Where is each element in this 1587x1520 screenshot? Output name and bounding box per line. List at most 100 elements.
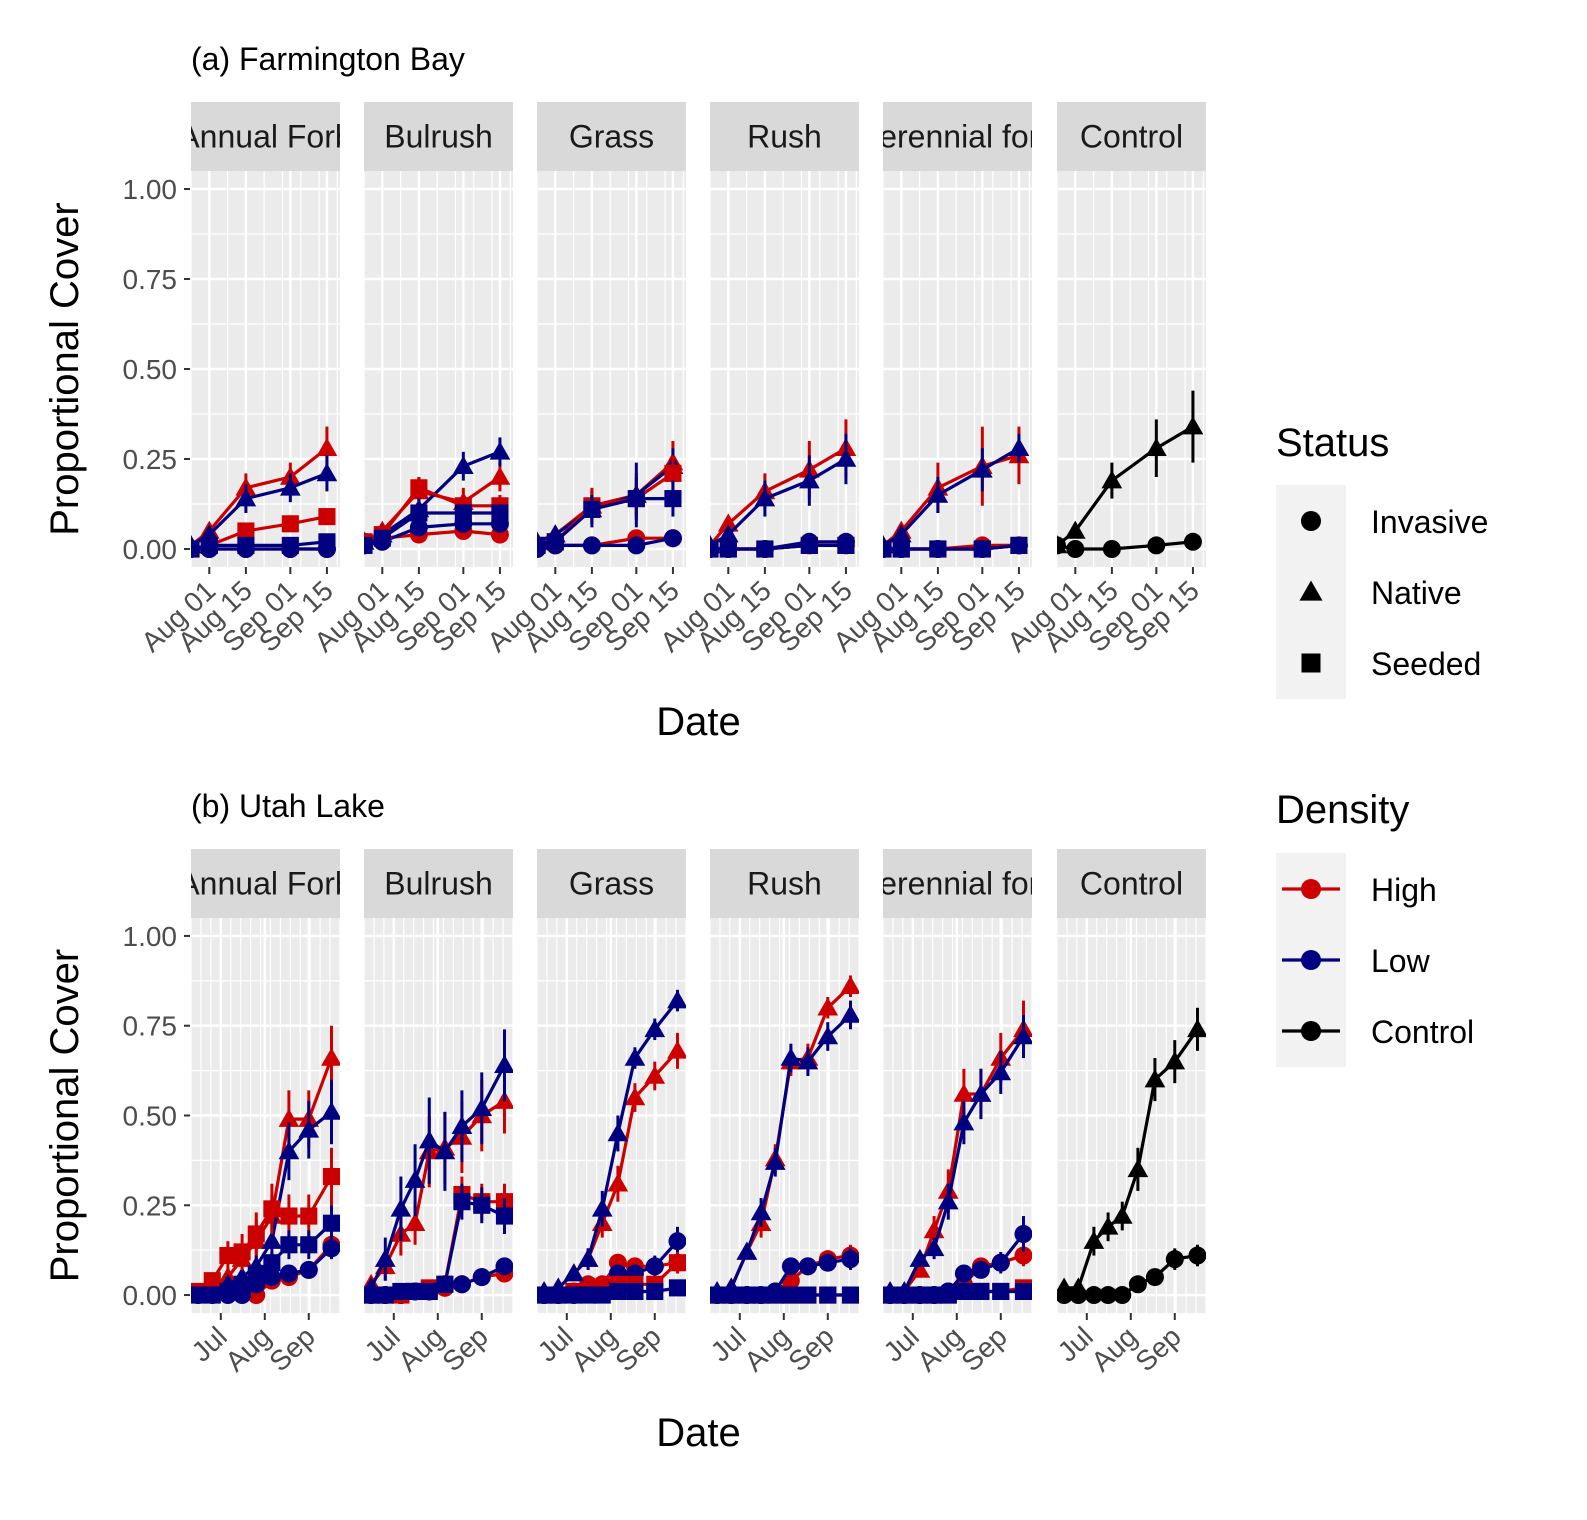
series-seeded-low [191, 533, 336, 558]
data-point [890, 524, 912, 543]
legend-title: Status [1276, 421, 1389, 465]
facet-strip-label: Perennial forb [858, 119, 1057, 155]
data-point [591, 1198, 613, 1217]
data-point [937, 1191, 959, 1210]
series-native-low [883, 433, 1030, 554]
data-point [364, 536, 373, 554]
high-marker-icon [1301, 879, 1321, 899]
data-point [453, 1193, 471, 1211]
data-point [549, 1286, 567, 1304]
data-point [322, 1167, 340, 1186]
data-point [298, 1119, 320, 1138]
data-point [373, 529, 391, 547]
facet-strip-label: Annual Forb [178, 866, 352, 902]
data-point [939, 1286, 957, 1304]
data-point [451, 1115, 473, 1134]
data-point [1099, 1286, 1118, 1305]
data-point [322, 1214, 340, 1232]
data-point [797, 1051, 819, 1070]
data-point [955, 1282, 973, 1301]
data-point [667, 1040, 686, 1059]
panel-data [1057, 390, 1204, 558]
series-seeded-low [710, 1286, 859, 1304]
data-point [892, 540, 910, 558]
data-point [1102, 540, 1121, 558]
low-marker-icon [1301, 950, 1321, 970]
facet-strip [1057, 102, 1206, 171]
data-point [261, 1230, 283, 1249]
y-tick-label: 0.25 [123, 444, 178, 475]
data-point [471, 1098, 493, 1117]
data-point [799, 1286, 817, 1304]
data-point [473, 1196, 491, 1214]
data-point [668, 1232, 686, 1251]
legend-status: Status Invasive Native Seeded [1276, 421, 1488, 699]
series-seeded-low [883, 1282, 1032, 1304]
data-point [1097, 1216, 1119, 1235]
facet-strip [364, 849, 513, 918]
data-point [233, 1243, 251, 1261]
data-point [1113, 1286, 1132, 1305]
data-point [410, 479, 428, 497]
data-point [495, 1257, 513, 1276]
data-point [418, 1130, 440, 1149]
data-point [1127, 1159, 1149, 1178]
data-point [1057, 1277, 1075, 1296]
data-point [766, 1286, 784, 1304]
data-point [280, 477, 301, 496]
data-point [495, 1207, 513, 1225]
data-point [607, 1123, 629, 1142]
data-point [992, 1282, 1010, 1301]
data-point [191, 540, 200, 558]
data-point [717, 513, 739, 532]
data-point [971, 1260, 990, 1279]
data-point [972, 1282, 990, 1301]
data-point [738, 1286, 756, 1304]
series-native-low [710, 433, 857, 554]
data-point [756, 540, 774, 558]
legend-label: Low [1371, 943, 1431, 979]
native-marker-icon [1299, 580, 1323, 601]
data-point [970, 1083, 992, 1102]
data-point [736, 1241, 758, 1260]
data-point [583, 500, 601, 518]
facet-strip [191, 849, 340, 918]
data-point [645, 1257, 664, 1276]
data-point [798, 1257, 817, 1276]
series-seeded-high [191, 1147, 340, 1301]
data-point [644, 1019, 666, 1038]
panel-data [710, 419, 857, 558]
data-point [1057, 535, 1068, 554]
data-point [219, 1246, 237, 1265]
series-seeded-low [364, 1183, 513, 1304]
data-point [627, 490, 645, 508]
data-point [750, 1202, 772, 1221]
data-point [710, 540, 719, 558]
facet-strip [537, 849, 686, 918]
data-point [321, 1047, 340, 1066]
facet-strip-label: Grass [569, 866, 654, 902]
facet-strip-label: Perennial forb [858, 866, 1057, 902]
data-point [316, 437, 338, 456]
chart-b: (b) Utah Lake Proportional Cover 0.00 0.25 0… [43, 788, 1207, 1455]
data-point [546, 533, 564, 551]
series-native-low [537, 989, 686, 1300]
series-seeded-low [537, 1279, 686, 1304]
data-point [1188, 1246, 1206, 1265]
data-point [1164, 1051, 1186, 1070]
data-point [565, 1286, 583, 1304]
data-point [607, 1173, 629, 1192]
data-point [237, 536, 255, 554]
data-point [235, 488, 257, 507]
data-point [764, 1151, 786, 1170]
data-point [409, 518, 428, 537]
data-point [491, 504, 509, 522]
panel-data [191, 426, 338, 558]
y-tick-label: 0.00 [123, 534, 178, 565]
data-point [489, 466, 511, 485]
